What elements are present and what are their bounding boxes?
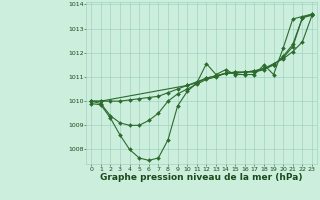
X-axis label: Graphe pression niveau de la mer (hPa): Graphe pression niveau de la mer (hPa)	[100, 173, 303, 182]
